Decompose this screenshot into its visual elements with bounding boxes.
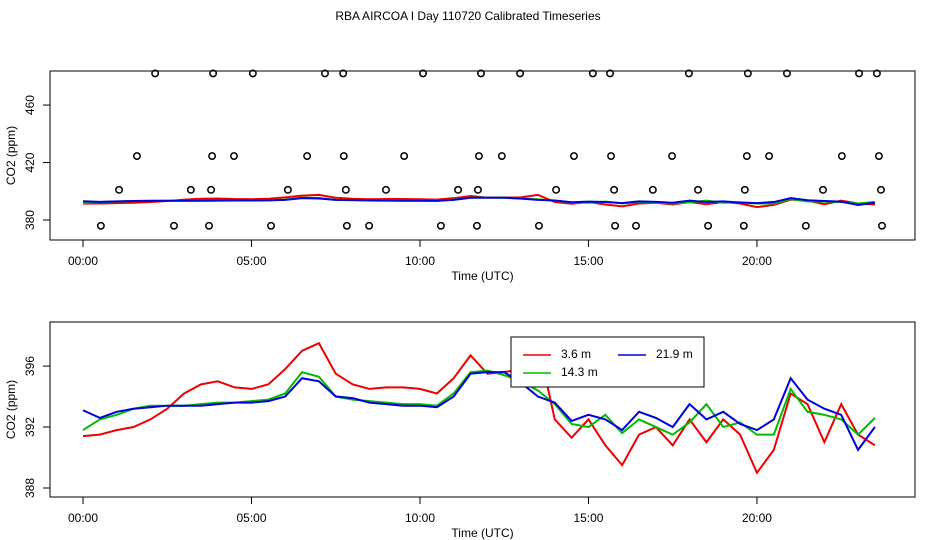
x-tick-label: 00:00 (68, 254, 98, 268)
figure-title: RBA AIRCOA I Day 110720 Calibrated Times… (335, 9, 600, 23)
x-tick-label: 20:00 (742, 254, 772, 268)
data-point (837, 152, 846, 161)
data-point (516, 69, 525, 78)
data-point (855, 69, 864, 78)
x-tick-label: 10:00 (405, 511, 435, 525)
data-point (477, 69, 485, 78)
data-point (170, 221, 178, 230)
data-point (878, 221, 886, 230)
y-tick-label: 380 (23, 210, 37, 230)
data-point (588, 69, 597, 78)
data-point (765, 152, 774, 161)
data-point (267, 221, 276, 230)
data-point (801, 221, 810, 230)
data-point (607, 152, 616, 161)
data-point (552, 185, 561, 194)
data-point (321, 69, 329, 78)
data-point (303, 152, 312, 161)
data-point (207, 185, 216, 194)
data-point (365, 221, 374, 230)
series-line (82, 369, 876, 437)
data-point (454, 185, 463, 194)
data-point (132, 152, 141, 161)
legend-label: 3.6 m (561, 347, 591, 361)
series-line (82, 196, 876, 206)
data-point (419, 69, 427, 78)
plot-frame (49, 321, 916, 498)
data-point (704, 221, 713, 230)
y-axis-label: CO2 (ppm) (4, 380, 18, 439)
x-tick-label: 00:00 (68, 511, 98, 525)
data-point (339, 69, 348, 78)
data-point (668, 152, 676, 161)
data-point (436, 221, 445, 230)
x-tick-label: 15:00 (573, 254, 603, 268)
data-point (96, 221, 105, 230)
data-point (248, 69, 257, 78)
data-point (740, 185, 749, 194)
x-axis-label: Time (UTC) (451, 269, 513, 283)
data-point (872, 69, 881, 78)
y-tick-label: 392 (23, 417, 37, 437)
data-point (339, 152, 348, 161)
data-point (208, 152, 217, 161)
data-point (570, 152, 578, 161)
series-line (82, 340, 876, 475)
data-point (472, 221, 481, 230)
x-tick-label: 15:00 (573, 511, 603, 525)
data-point (606, 69, 614, 78)
y-axis-label: CO2 (ppm) (4, 126, 18, 185)
data-point (684, 69, 693, 78)
y-tick-label: 460 (23, 95, 37, 115)
x-tick-label: 10:00 (405, 254, 435, 268)
data-point (534, 221, 543, 230)
legend-box (510, 336, 705, 388)
data-point (151, 69, 160, 78)
y-tick-label: 420 (23, 152, 37, 172)
data-point (474, 185, 482, 194)
legend-label: 21.9 m (656, 347, 693, 361)
data-point (739, 221, 748, 230)
data-point (648, 185, 657, 194)
data-point (400, 152, 409, 161)
data-point (743, 69, 752, 78)
x-tick-label: 05:00 (236, 254, 266, 268)
data-point (342, 221, 351, 230)
data-point (819, 185, 827, 194)
data-point (610, 185, 619, 194)
data-point (877, 185, 885, 194)
data-point (611, 221, 620, 230)
data-point (874, 152, 883, 161)
series-line (82, 371, 876, 452)
legend-label: 14.3 m (561, 365, 598, 379)
data-point (475, 152, 483, 161)
data-point (694, 185, 702, 194)
data-point (205, 221, 213, 230)
data-point (742, 152, 751, 161)
y-tick-label: 388 (23, 478, 37, 498)
data-point (783, 69, 791, 78)
data-point (632, 221, 640, 230)
plot-frame (49, 70, 916, 241)
data-point (209, 69, 218, 78)
data-point (382, 185, 390, 194)
x-axis-label: Time (UTC) (451, 526, 513, 540)
data-point (115, 185, 124, 194)
x-tick-label: 20:00 (742, 511, 772, 525)
data-point (283, 185, 292, 194)
y-tick-label: 396 (23, 356, 37, 376)
data-point (497, 152, 506, 161)
data-point (230, 152, 238, 161)
data-point (186, 185, 195, 194)
x-tick-label: 05:00 (236, 511, 266, 525)
data-point (341, 185, 350, 194)
